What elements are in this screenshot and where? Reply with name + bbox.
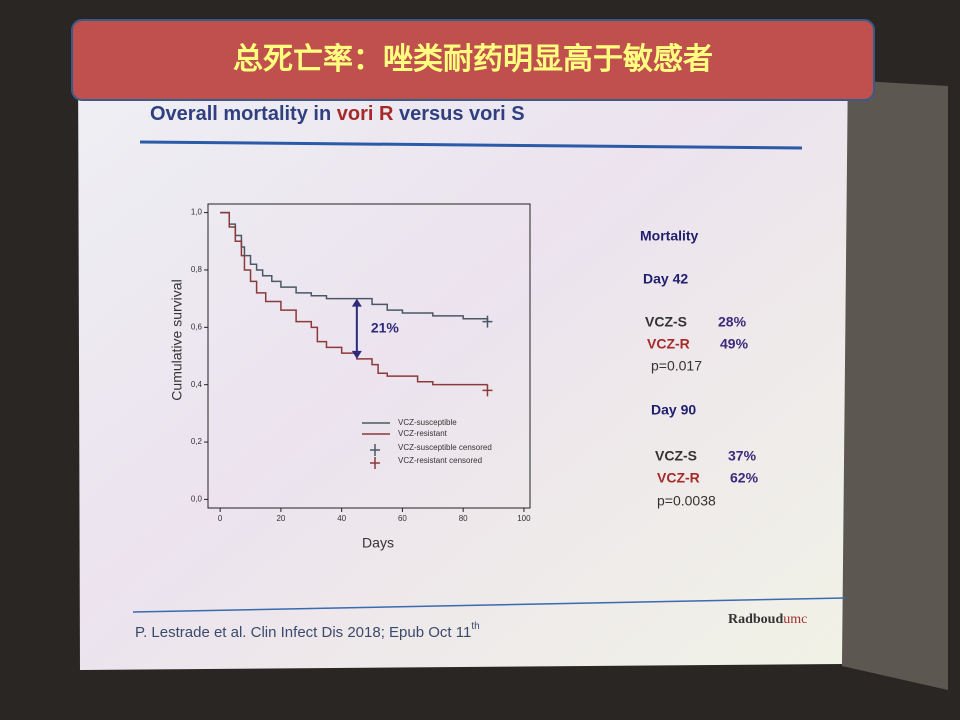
group-label: VCZ-R (657, 470, 700, 486)
background-wall (842, 80, 948, 690)
title-part: vori R (337, 103, 394, 125)
logo: Radboudumc (728, 612, 807, 627)
day-label: Day 42 (643, 271, 688, 287)
title-rule (139, 140, 803, 150)
survival-line (220, 211, 488, 386)
legend-swatch (370, 444, 380, 456)
p-value: p=0.0038 (657, 493, 716, 509)
mortality-title: Mortality (640, 228, 699, 244)
y-tick-label: 1,0 (191, 208, 203, 217)
y-tick-label: 0,2 (191, 437, 203, 446)
footer-rule (132, 597, 846, 613)
banner-text: 总死亡率：唑类耐药明显高于敏感者 (233, 43, 713, 76)
x-tick-label: 20 (276, 514, 285, 523)
y-tick-label: 0,8 (191, 265, 203, 274)
title-part: versus (393, 103, 469, 125)
p-value: p=0.017 (651, 358, 702, 374)
citation-sup: th (471, 621, 479, 632)
logo-main: Radboud (728, 612, 783, 627)
group-label: VCZ-R (647, 336, 690, 352)
citation: P. Lestrade et al. Clin Infect Dis 2018;… (135, 621, 480, 641)
slide-title: Overall mortality in vori R versus vori … (150, 103, 525, 125)
x-tick-label: 0 (218, 514, 223, 523)
y-tick-label: 0,4 (191, 380, 203, 389)
mortality-value: 28% (718, 314, 747, 330)
legend-label: VCZ-susceptible (398, 418, 457, 427)
mortality-value: 62% (730, 470, 759, 486)
legend-label: VCZ-resistant (398, 429, 448, 438)
group-label: VCZ-S (655, 448, 697, 464)
legend-label: VCZ-susceptible censored (398, 443, 492, 452)
title-part: Overall mortality in (150, 103, 337, 125)
y-axis-label: Cumulative survival (169, 279, 185, 400)
x-tick-label: 60 (398, 514, 407, 523)
banner (71, 19, 875, 101)
y-tick-label: 0,0 (191, 495, 203, 504)
x-tick-label: 80 (459, 514, 468, 523)
mortality-value: 49% (720, 336, 749, 352)
y-tick-label: 0,6 (191, 322, 203, 331)
x-tick-label: 40 (337, 514, 346, 523)
censor-mark (482, 384, 493, 397)
group-label: VCZ-S (645, 314, 687, 330)
day-label: Day 90 (651, 402, 696, 418)
annotation-text: 21% (371, 319, 400, 335)
legend-swatch (370, 457, 380, 469)
title-part: vori S (469, 103, 525, 125)
x-axis-label: Days (362, 535, 394, 551)
legend-label: VCZ-resistant censored (398, 456, 482, 465)
plot-frame (207, 203, 531, 509)
citation-text: P. Lestrade et al. Clin Infect Dis 2018;… (135, 624, 471, 641)
x-tick-label: 100 (517, 514, 531, 523)
logo-suffix: umc (783, 612, 807, 627)
censor-mark (482, 315, 493, 328)
mortality-value: 37% (728, 448, 757, 464)
